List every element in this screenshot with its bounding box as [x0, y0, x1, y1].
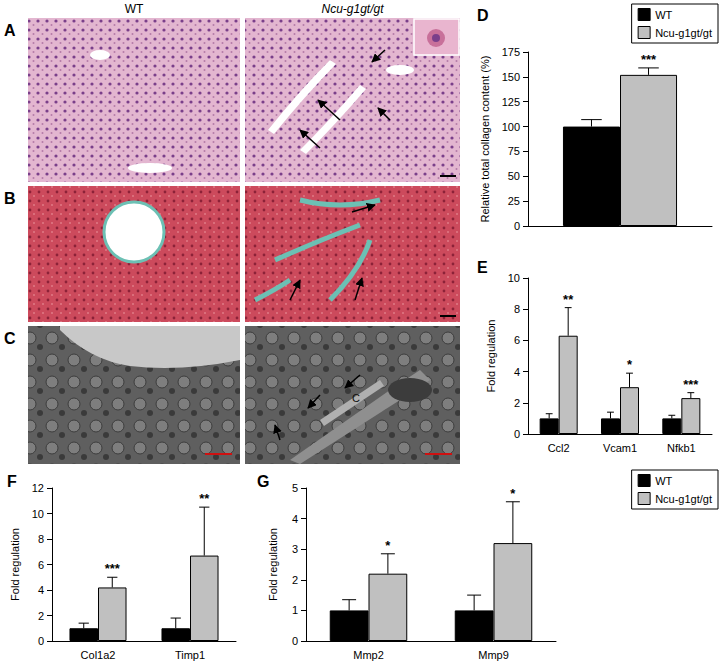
- svg-text:Col1a2: Col1a2: [81, 649, 116, 661]
- svg-text:Mmp9: Mmp9: [478, 649, 509, 661]
- svg-text:C: C: [4, 330, 16, 347]
- svg-text:***: ***: [641, 52, 657, 67]
- svg-text:0: 0: [514, 220, 520, 232]
- svg-text:5: 5: [292, 482, 298, 494]
- svg-text:Mmp2: Mmp2: [353, 649, 384, 661]
- svg-text:C: C: [352, 392, 360, 404]
- svg-text:Relative total collagen conten: Relative total collagen content (%): [479, 56, 491, 223]
- svg-text:Ccl2: Ccl2: [548, 442, 570, 454]
- svg-text:Fold regulation: Fold regulation: [9, 528, 21, 601]
- svg-text:12: 12: [32, 482, 44, 494]
- svg-text:150: 150: [502, 71, 520, 83]
- svg-text:6: 6: [38, 559, 44, 571]
- svg-text:E: E: [477, 259, 488, 276]
- svg-text:8: 8: [38, 533, 44, 545]
- svg-text:0: 0: [514, 428, 520, 440]
- svg-text:***: ***: [683, 377, 699, 392]
- svg-text:2: 2: [514, 397, 520, 409]
- svg-text:10: 10: [508, 272, 520, 284]
- svg-text:75: 75: [508, 145, 520, 157]
- svg-text:***: ***: [105, 561, 121, 576]
- svg-text:Nfkb1: Nfkb1: [667, 442, 696, 454]
- svg-text:WT: WT: [655, 475, 672, 487]
- svg-text:Timp1: Timp1: [175, 649, 205, 661]
- svg-text:**: **: [199, 491, 210, 506]
- svg-text:2: 2: [38, 610, 44, 622]
- svg-text:A: A: [4, 22, 16, 39]
- svg-text:B: B: [4, 190, 16, 207]
- svg-text:10: 10: [32, 508, 44, 520]
- svg-text:4: 4: [292, 513, 298, 525]
- svg-text:1: 1: [292, 604, 298, 616]
- svg-text:4: 4: [38, 584, 44, 596]
- svg-text:6: 6: [514, 334, 520, 346]
- svg-text:G: G: [257, 473, 269, 490]
- svg-text:*: *: [385, 538, 391, 553]
- svg-text:F: F: [7, 473, 17, 490]
- svg-text:WT: WT: [125, 2, 144, 16]
- svg-text:D: D: [477, 7, 489, 24]
- svg-text:8: 8: [514, 303, 520, 315]
- svg-text:*: *: [510, 486, 516, 501]
- svg-text:0: 0: [38, 635, 44, 647]
- svg-text:50: 50: [508, 170, 520, 182]
- svg-text:Fold regulation: Fold regulation: [267, 528, 279, 601]
- svg-text:100: 100: [502, 121, 520, 133]
- svg-text:25: 25: [508, 195, 520, 207]
- svg-text:3: 3: [292, 543, 298, 555]
- svg-text:*: *: [627, 357, 633, 372]
- svg-text:**: **: [563, 292, 574, 307]
- svg-text:Ncu-g1gt/gt: Ncu-g1gt/gt: [321, 2, 384, 16]
- svg-text:0: 0: [292, 635, 298, 647]
- svg-text:4: 4: [514, 366, 520, 378]
- svg-text:Ncu-g1gt/gt: Ncu-g1gt/gt: [655, 27, 712, 39]
- svg-text:175: 175: [502, 46, 520, 58]
- svg-text:Ncu-g1gt/gt: Ncu-g1gt/gt: [655, 493, 712, 505]
- svg-text:125: 125: [502, 96, 520, 108]
- svg-text:WT: WT: [655, 9, 672, 21]
- svg-text:2: 2: [292, 574, 298, 586]
- svg-text:Vcam1: Vcam1: [603, 442, 637, 454]
- svg-text:Fold regulation: Fold regulation: [485, 320, 497, 393]
